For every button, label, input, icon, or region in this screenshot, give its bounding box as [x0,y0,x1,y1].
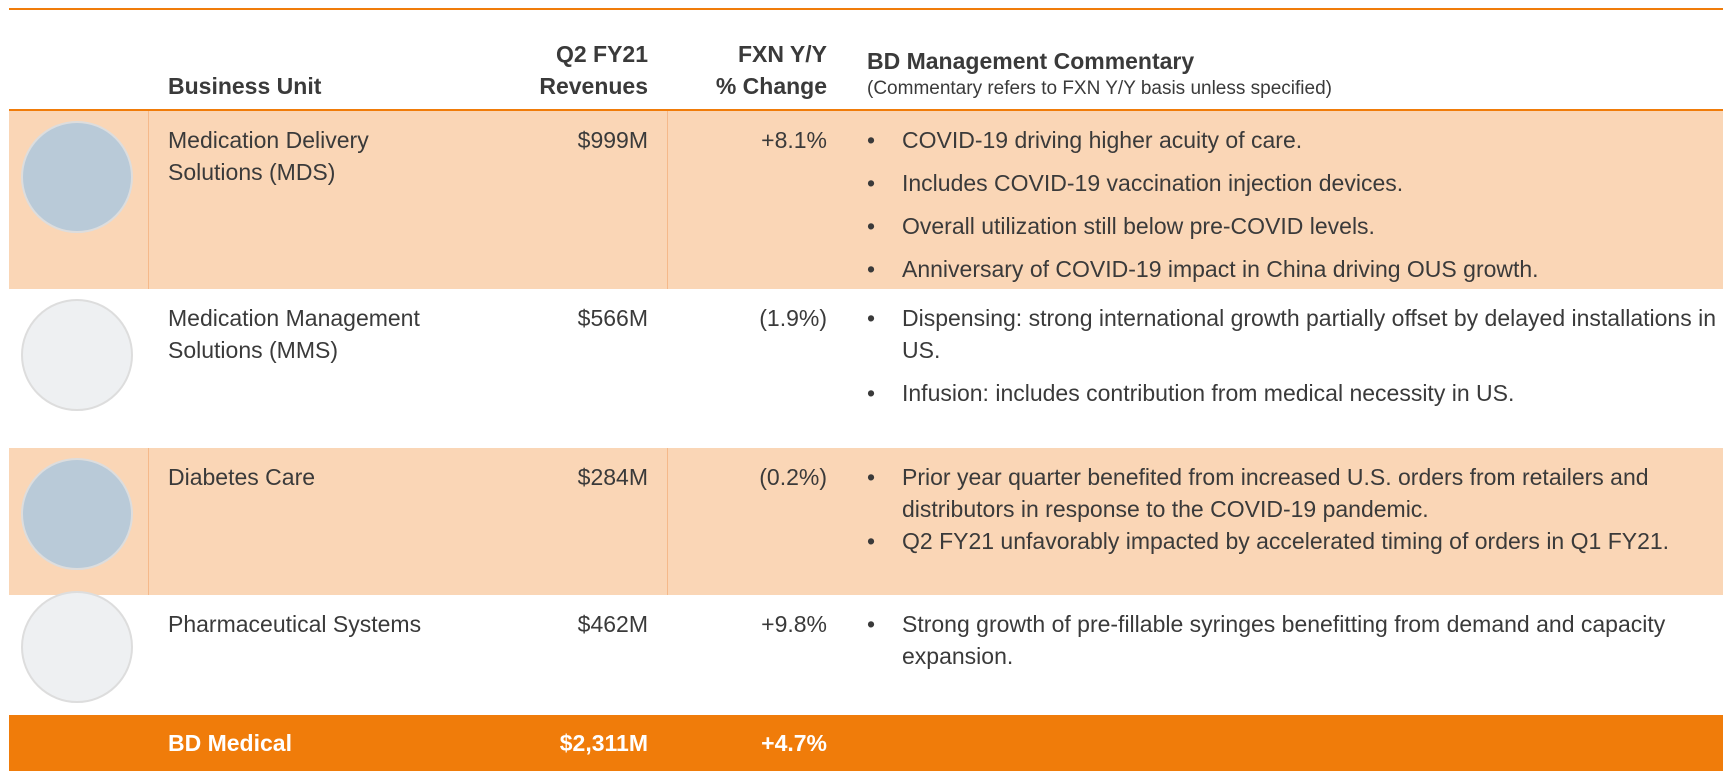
table-row: Medication Delivery Solutions (MDS) $999M… [9,111,1723,289]
header-business-unit: Business Unit [168,70,321,102]
revenue: $999M [480,124,648,156]
top-rule [9,8,1723,10]
page: Business Unit Q2 FY21Revenues FXN Y/Y% C… [0,0,1723,771]
header-text: Revenues [480,70,648,102]
table-row: Medication Management Solutions (MMS) $56… [9,289,1723,448]
business-unit: Medication Delivery Solutions (MDS) [168,124,468,188]
business-unit: Diabetes Care [168,461,468,493]
change: (0.2%) [660,461,827,493]
revenue: $284M [480,461,648,493]
divider [148,111,149,289]
commentary-list: Dispensing: strong international growth … [867,302,1723,420]
unit-image [21,591,133,703]
commentary-list: Strong growth of pre-fillable syringes b… [867,608,1723,683]
commentary-item: Strong growth of pre-fillable syringes b… [867,608,1723,672]
total-change: +4.7% [660,727,827,759]
business-unit: Pharmaceutical Systems [168,608,468,640]
header-text: FXN Y/Y [660,38,827,70]
unit-image [21,121,133,233]
table-row: Diabetes Care $284M (0.2%) Prior year quart… [9,448,1723,595]
header-change: FXN Y/Y% Change [660,38,827,102]
commentary-list: COVID-19 driving higher acuity of care. I… [867,124,1723,296]
unit-image [21,458,133,570]
header-commentary-subtitle: (Commentary refers to FXN Y/Y basis unle… [867,77,1332,101]
revenue: $566M [480,302,648,334]
revenue: $462M [480,608,648,640]
total-unit: BD Medical [168,727,292,759]
total-row: BD Medical $2,311M +4.7% [9,715,1723,771]
commentary-list: Prior year quarter benefited from increa… [867,461,1723,557]
header-text: Q2 FY21 [480,38,648,70]
commentary-item: COVID-19 driving higher acuity of care. [867,124,1723,156]
change: +8.1% [660,124,827,156]
commentary-item: Infusion: includes contribution from med… [867,377,1723,409]
header-text: % Change [660,70,827,102]
table-row: Pharmaceutical Systems $462M +9.8% Strong g… [9,595,1723,715]
header-commentary: BD Management Commentary [867,45,1194,77]
business-unit: Medication Management Solutions (MMS) [168,302,468,366]
unit-image [21,299,133,411]
commentary-item: Anniversary of COVID-19 impact in China … [867,253,1723,285]
divider [148,448,149,595]
commentary-item: Q2 FY21 unfavorably impacted by accelera… [867,525,1723,557]
commentary-item: Overall utilization still below pre-COVI… [867,210,1723,242]
commentary-item: Includes COVID-19 vaccination injection … [867,167,1723,199]
total-revenue: $2,311M [480,727,648,759]
change: (1.9%) [660,302,827,334]
commentary-item: Prior year quarter benefited from increa… [867,461,1723,525]
change: +9.8% [660,608,827,640]
commentary-item: Dispensing: strong international growth … [867,302,1723,366]
